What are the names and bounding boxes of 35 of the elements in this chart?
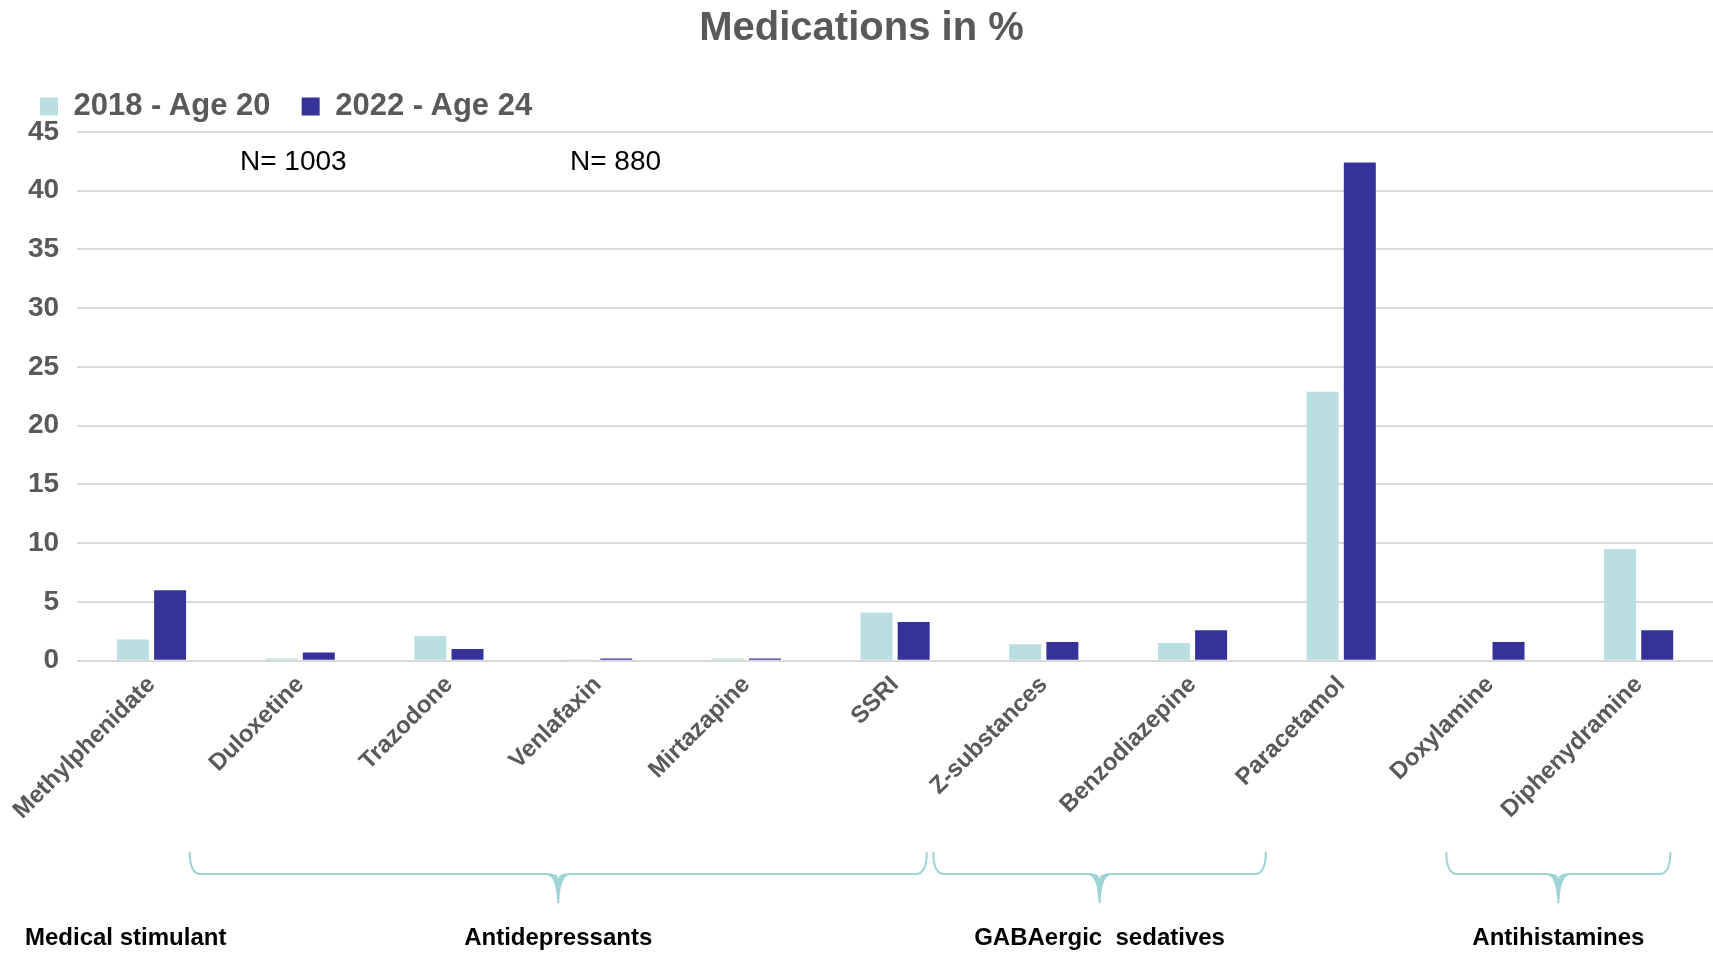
legend-label: 2018 - Age 20 bbox=[73, 87, 271, 123]
y-tick-label: 0 bbox=[43, 643, 60, 675]
y-tick-label: 15 bbox=[27, 467, 60, 499]
y-tick-label: 35 bbox=[27, 232, 60, 264]
bar bbox=[1306, 391, 1339, 660]
y-tick-label: 10 bbox=[27, 525, 60, 557]
legend-label: 2022 - Age 24 bbox=[335, 87, 533, 123]
bar bbox=[451, 648, 484, 660]
y-tick-label: 25 bbox=[27, 349, 60, 381]
text: Antihistamines bbox=[1472, 922, 1645, 950]
text: Medical stimulant bbox=[25, 922, 227, 950]
bar bbox=[302, 652, 335, 660]
bar bbox=[1046, 641, 1079, 660]
y-tick-label: 30 bbox=[27, 290, 60, 322]
text: Antidepressants bbox=[464, 922, 653, 950]
bar bbox=[116, 639, 149, 660]
text: GABAergic sedatives bbox=[974, 922, 1225, 950]
bar bbox=[414, 636, 447, 660]
bar bbox=[1604, 549, 1637, 660]
bar bbox=[1641, 630, 1674, 660]
bar bbox=[1492, 641, 1525, 660]
annotation: N= 880 bbox=[570, 144, 662, 176]
bar bbox=[897, 621, 930, 660]
chart-title: Medications in % bbox=[699, 4, 1024, 49]
y-tick-label: 45 bbox=[27, 114, 60, 146]
bar bbox=[860, 612, 893, 660]
y-tick-label: 40 bbox=[27, 173, 60, 205]
bar bbox=[1157, 643, 1190, 660]
bar bbox=[154, 590, 187, 660]
bar bbox=[1195, 630, 1228, 660]
y-tick-label: 5 bbox=[43, 584, 60, 616]
y-tick-label: 20 bbox=[27, 408, 60, 440]
bar bbox=[1343, 162, 1376, 660]
annotation: N= 1003 bbox=[240, 144, 347, 176]
bar bbox=[1009, 644, 1042, 660]
